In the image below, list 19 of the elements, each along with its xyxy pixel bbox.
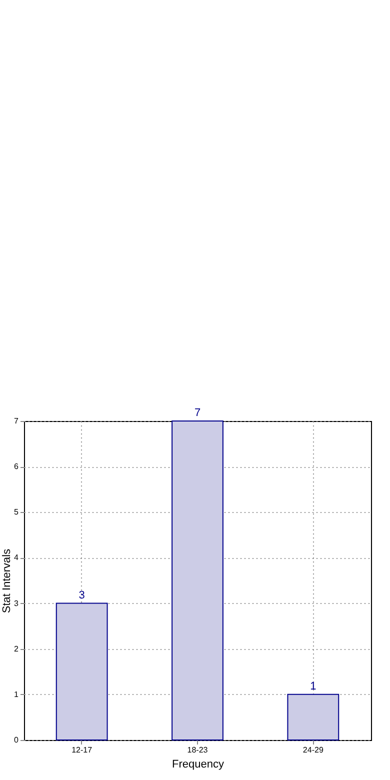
- data-label: 1: [310, 680, 316, 692]
- y-tick-label: 1: [14, 690, 20, 699]
- x-axis-title: Frequency: [172, 758, 224, 770]
- bar: [56, 602, 108, 740]
- y-tick-label: 6: [14, 462, 20, 472]
- y-tick-label: 0: [14, 736, 20, 744]
- y-tick-label: 7: [14, 416, 20, 426]
- y-tick-label: 5: [14, 508, 20, 517]
- x-tick-label: 24-29: [302, 746, 324, 754]
- y-tick-label: 4: [14, 553, 20, 562]
- y-axis-title: Stat Intervals: [1, 548, 14, 614]
- y-tick-label: 2: [14, 644, 20, 654]
- y-tick-label: 3: [14, 598, 20, 608]
- bar: [287, 694, 340, 740]
- bar: [172, 420, 224, 740]
- x-tick-label: 12-17: [72, 746, 93, 754]
- data-label: 7: [194, 407, 201, 419]
- data-label: 3: [78, 589, 85, 602]
- x-tick-label: 18-23: [187, 746, 208, 754]
